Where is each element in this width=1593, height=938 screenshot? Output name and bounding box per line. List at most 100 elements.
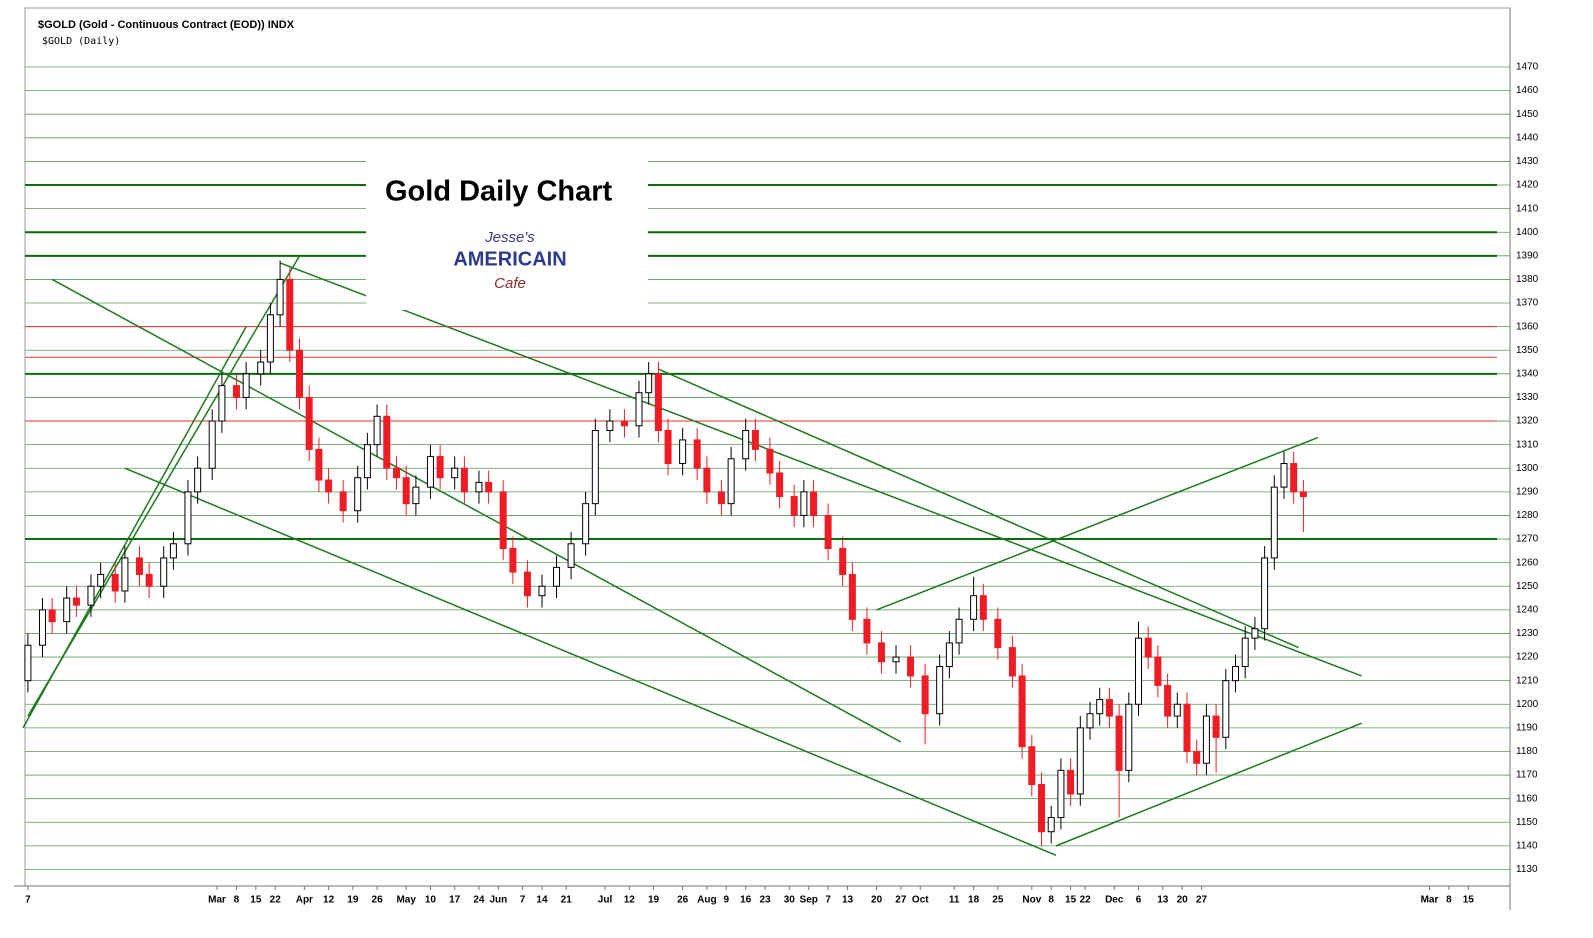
x-tick-label: 15 (1463, 895, 1475, 906)
x-tick-label: 8 (234, 895, 240, 906)
candle-body (1222, 680, 1230, 738)
y-tick-label: 1160 (1516, 793, 1538, 804)
candle-body (790, 496, 798, 516)
candle-body (145, 573, 153, 587)
logo-text: Jesse's (484, 229, 535, 246)
x-tick-label: 15 (250, 895, 262, 906)
candle-body (1115, 715, 1123, 771)
logo-text: AMERICAIN (453, 248, 566, 270)
y-tick-label: 1130 (1516, 864, 1538, 875)
y-tick-label: 1140 (1516, 841, 1538, 852)
candle-body (1096, 699, 1104, 715)
candle-body (354, 477, 362, 512)
candle-body (727, 458, 735, 505)
x-tick-label: 13 (1157, 895, 1169, 906)
x-tick-label: 27 (1196, 895, 1208, 906)
x-tick-label: Oct (912, 895, 929, 906)
candle-body (892, 656, 900, 663)
candle-body (970, 595, 978, 620)
trend-line (876, 436, 1319, 611)
x-tick-label: 26 (677, 895, 689, 906)
x-tick-label: 16 (740, 895, 752, 906)
candle-body (567, 543, 575, 568)
candle-body (538, 585, 546, 597)
candle-body (1232, 666, 1240, 682)
candle-body (135, 557, 143, 575)
candle-body (339, 491, 347, 512)
candle-body (1173, 703, 1181, 717)
y-tick-label: 1300 (1516, 463, 1539, 474)
x-tick-label: Dec (1105, 895, 1124, 906)
x-tick-label: 7 (25, 895, 31, 906)
x-tick-label: 6 (1136, 895, 1142, 906)
candle-body (184, 491, 192, 545)
candle-body (1241, 637, 1249, 668)
candle-body (1144, 637, 1152, 658)
x-tick-label: 24 (473, 895, 485, 906)
candle-body (475, 481, 483, 493)
x-tick-label: Sep (800, 895, 818, 906)
candle-body (679, 439, 687, 465)
plot-area (22, 66, 1510, 870)
candle-body (1299, 491, 1307, 498)
y-tick-label: 1440 (1516, 132, 1539, 143)
y-tick-label: 1310 (1516, 439, 1539, 450)
candle-body (72, 597, 80, 606)
y-tick-label: 1360 (1516, 321, 1539, 332)
x-tick-label: 27 (895, 895, 907, 906)
candle-body (810, 491, 818, 516)
candle-body (97, 573, 105, 587)
subheader: $GOLD (Daily) (42, 36, 120, 47)
candle-body (620, 420, 628, 427)
x-tick-label: Jun (489, 895, 507, 906)
candle-body (1280, 463, 1288, 488)
candle-body (460, 467, 468, 493)
y-tick-label: 1230 (1516, 628, 1539, 639)
candle-body (945, 642, 953, 667)
candle-body (582, 503, 590, 545)
candle-body (1076, 727, 1084, 795)
y-tick-label: 1330 (1516, 392, 1539, 403)
y-tick-label: 1280 (1516, 510, 1539, 521)
x-tick-label: 20 (871, 895, 883, 906)
trend-line (658, 368, 1299, 649)
trend-line (279, 262, 1362, 677)
candle-body (1202, 715, 1210, 764)
candle-body (1212, 715, 1220, 738)
y-tick-label: 1410 (1516, 203, 1539, 214)
candle-body (979, 595, 987, 620)
x-tick-label: 30 (784, 895, 796, 906)
candle-body (907, 656, 915, 677)
candle-body (111, 573, 119, 592)
candle-body (664, 429, 672, 465)
candle-body (325, 479, 333, 493)
candle-body (703, 467, 711, 493)
x-tick-label: 7 (825, 895, 831, 906)
candle-body (1057, 769, 1065, 819)
y-tick-label: 1380 (1516, 274, 1539, 285)
trend-line (1055, 722, 1362, 847)
candle-body (402, 477, 410, 505)
candle-body (1067, 769, 1075, 795)
x-tick-label: 23 (760, 895, 772, 906)
candle-body (485, 481, 493, 493)
trend-line (27, 255, 301, 717)
candle-body (499, 491, 507, 549)
x-tick-label: 26 (372, 895, 384, 906)
candle-body (383, 415, 391, 469)
x-tick-label: 25 (992, 895, 1004, 906)
candle-body (1038, 784, 1046, 833)
candle-body (286, 278, 294, 351)
candle-body (800, 491, 808, 516)
candle-body (877, 642, 885, 663)
y-tick-label: 1150 (1516, 817, 1538, 828)
candle-body (1105, 699, 1113, 717)
x-tick-label: 22 (1080, 895, 1092, 906)
x-tick-label: 8 (1446, 895, 1452, 906)
candle-body (373, 415, 381, 446)
candle-body (257, 361, 265, 375)
x-tick-label: Mar (1421, 895, 1439, 906)
logo-text: Cafe (494, 275, 526, 292)
